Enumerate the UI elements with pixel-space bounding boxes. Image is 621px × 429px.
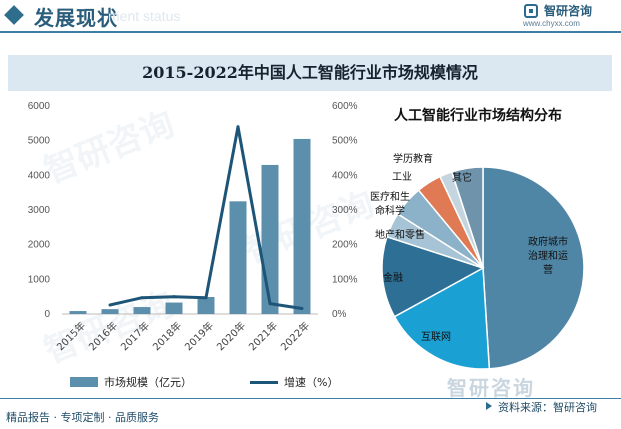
pie-slice	[381, 235, 485, 318]
y-right-tick-label: 100%	[332, 274, 358, 285]
pie-slice-label: 地产和零售	[375, 228, 425, 241]
y-left-tick-label: 2000	[28, 240, 51, 251]
growth-point	[268, 302, 272, 306]
pie-slice	[450, 166, 484, 269]
logo-icon	[524, 4, 538, 18]
growth-point	[236, 125, 240, 129]
watermark-logo: 智研咨询	[447, 376, 535, 400]
bar	[261, 164, 279, 314]
header-divider	[0, 31, 621, 33]
footer-slogan: 精品报告 · 专项定制 · 品质服务	[6, 411, 159, 424]
pie-slice-label: 政府城市	[528, 235, 568, 248]
growth-point	[108, 303, 112, 307]
logo-name: 智研咨询	[544, 4, 593, 18]
bar	[165, 302, 183, 314]
growth-point	[300, 306, 304, 310]
pie-slice-label: 命科学	[375, 204, 405, 217]
pie-group	[381, 166, 585, 370]
pie-slice-label: 医疗和生	[370, 190, 410, 203]
pie-title: 人工智能行业市场结构分布	[394, 107, 562, 124]
y-right-tick-label: 0%	[332, 309, 347, 320]
y-right-tick-label: 300%	[332, 205, 358, 216]
page-header: 发展现状 ment status 智研咨询 www.chyxx.com	[0, 0, 621, 33]
arrow-icon	[486, 402, 492, 410]
pie-slice-label: 治理和运	[528, 249, 568, 262]
y-right-tick-label: 200%	[332, 240, 358, 251]
section-subtitle-ghost: ment status	[108, 8, 181, 24]
x-tick-label: 2019年	[182, 319, 216, 353]
bar	[293, 138, 311, 314]
legend-bar-label: 市场规模（亿元）	[104, 376, 192, 389]
chart-title: 2015-2022年中国人工智能行业市场规模情况	[142, 63, 478, 82]
legend-line-swatch	[250, 381, 278, 384]
footer-divider	[0, 398, 621, 399]
pie-slice	[393, 266, 491, 370]
logo-url: www.chyxx.com	[523, 19, 580, 28]
x-tick-label: 2022年	[278, 319, 312, 353]
pie-slice-label: 其它	[452, 171, 472, 184]
bar	[69, 311, 87, 314]
pie-slice-label: 营	[543, 263, 553, 276]
bar	[133, 307, 151, 314]
y-right-tick-label: 500%	[332, 136, 358, 147]
growth-point	[204, 296, 208, 300]
y-right-tick-label: 400%	[332, 170, 358, 181]
footer-source: 资料来源：智研咨询	[498, 401, 597, 414]
x-tick-label: 2015年	[54, 319, 88, 353]
y-right-tick-label: 600%	[332, 101, 358, 112]
pie-slice-label: 金融	[383, 271, 403, 284]
x-tick-label: 2020年	[214, 319, 248, 353]
x-tick-label: 2021年	[246, 319, 280, 353]
pie-slice-label: 互联网	[421, 331, 451, 343]
bar	[229, 201, 247, 314]
pie-slice	[482, 166, 585, 370]
y-left-tick-label: 5000	[28, 136, 51, 147]
pie-slice-label: 学历教育	[393, 152, 433, 165]
bar	[197, 297, 215, 314]
growth-point	[172, 295, 176, 299]
x-tick-label: 2018年	[150, 319, 184, 353]
y-left-tick-label: 4000	[28, 170, 51, 181]
y-left-tick-label: 1000	[28, 274, 51, 285]
y-left-tick-label: 3000	[28, 205, 51, 216]
y-left-tick-label: 0	[44, 309, 50, 320]
legend-line-label: 增速（%）	[284, 376, 339, 389]
pie-slice-label: 工业	[392, 171, 412, 183]
x-tick-label: 2017年	[118, 319, 152, 353]
section-title: 发展现状	[34, 6, 118, 30]
growth-point	[140, 296, 144, 300]
bar	[101, 309, 119, 314]
y-left-tick-label: 6000	[28, 101, 51, 112]
x-tick-label: 2016年	[86, 319, 120, 353]
chart-title-banner: 2015-2022年中国人工智能行业市场规模情况	[8, 55, 612, 91]
legend-bar-swatch	[70, 377, 98, 387]
